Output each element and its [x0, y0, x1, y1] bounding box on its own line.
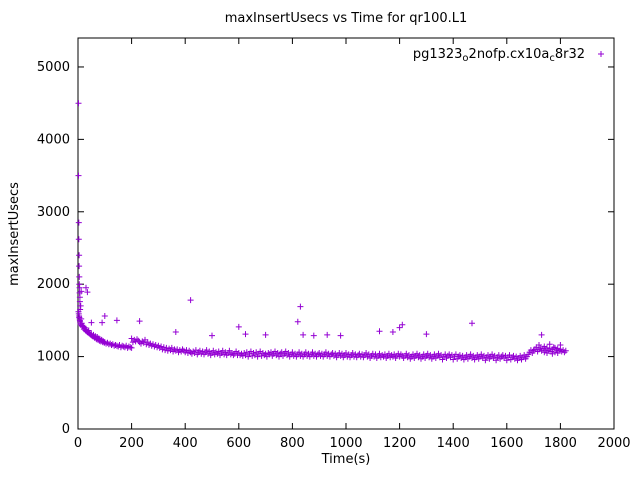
scatter-plus-markers	[75, 100, 569, 364]
x-tick-label: 1800	[544, 436, 577, 451]
data-points	[75, 100, 569, 364]
plot-border	[77, 37, 615, 430]
x-tick-label: 0	[74, 436, 82, 451]
y-tick-label: 5000	[37, 60, 70, 75]
y-tick-label: 4000	[37, 132, 70, 147]
tick-labels: 0 200 400 600 800 1000 1200 1400 1600 1800 2000 0 10…	[37, 60, 631, 451]
x-tick-label: 2000	[597, 436, 630, 451]
x-tick-label: 600	[226, 436, 251, 451]
x-tick-label: 200	[119, 436, 144, 451]
y-tick-label: 3000	[37, 205, 70, 220]
y-tick-label: 0	[62, 422, 70, 437]
x-axis-label: Time(s)	[321, 452, 371, 467]
x-tick-label: 800	[280, 436, 305, 451]
legend: pg1323o2nofp.cx10ac8r32	[413, 47, 604, 64]
x-tick-label: 1200	[383, 436, 416, 451]
legend-label: pg1323o2nofp.cx10ac8r32	[413, 47, 585, 64]
y-tick-label: 2000	[37, 277, 70, 292]
chart-title: maxInsertUsecs vs Time for qr100.L1	[225, 11, 468, 26]
legend-marker-plus	[598, 51, 604, 57]
y-tick-label: 1000	[37, 350, 70, 365]
x-tick-label: 1400	[437, 436, 470, 451]
x-tick-label: 400	[173, 436, 198, 451]
axes-and-ticks	[77, 37, 615, 430]
x-tick-label: 1000	[329, 436, 362, 451]
y-axis-label: maxInsertUsecs	[7, 182, 22, 286]
x-tick-label: 1600	[490, 436, 523, 451]
